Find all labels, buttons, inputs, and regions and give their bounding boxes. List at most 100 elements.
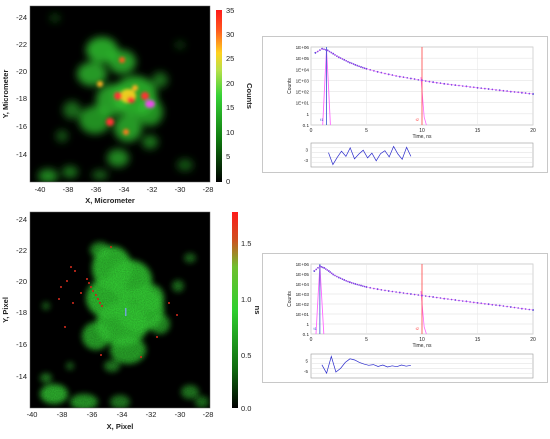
x-tick-label: 20 [530,337,536,343]
x-tick: -28 [203,410,214,419]
decay-chart-bottom: 1E+06 1E+05 1E+04 1E+03 1E+02 1E+01 1 0.10 5 10 15… [287,262,536,379]
y-tick-label: 1E+06 [296,262,310,267]
colorbar-tick: 10 [226,128,234,137]
lifetime-cell-blobs [30,212,210,408]
residual-tick-label: -5 [304,369,308,374]
residual-line [328,145,412,166]
y-tick-label: 1E+02 [296,302,310,307]
y-tick-label: 1 [306,322,309,327]
y-tick-label: 1E+03 [296,292,310,297]
decay-panel-top: 1E+06 1E+05 1E+04 1E+03 1E+02 1E+01 1 0.1 0 5 10 15… [262,36,548,173]
x-tick-label: 20 [530,128,536,134]
y-tick-label: 0.1 [303,123,310,128]
decay-panel-bottom: 1E+06 1E+05 1E+04 1E+03 1E+02 1E+01 1 0.1 0 5 10 15… [262,253,548,383]
y-tick-label: 1E+03 [296,78,310,83]
x-tick-label: 5 [365,337,368,343]
y-tick: -24 [16,13,27,22]
intensity-x-label: X, Micrometer [85,196,135,205]
y-tick-label: 1E+05 [296,56,310,61]
y-tick: -16 [16,340,27,349]
x-tick-label: 10 [419,337,425,343]
colorbar-tick: 25 [226,54,234,63]
y-tick-label: 1E+01 [296,312,310,317]
y-tick: -14 [16,372,27,381]
x-tick: -32 [146,410,157,419]
colorbar-tick: 0.0 [241,404,251,413]
x-tick: -38 [57,410,68,419]
decay-chart-top: 1E+06 1E+05 1E+04 1E+03 1E+02 1E+01 1 0.10 5 10 15… [287,45,536,168]
y-axis-label: Counts [287,78,293,94]
intensity-image-figure: -24 -22 -20 -18 -16 -14 -40 -38 -36 -34 … [1,5,254,205]
x-tick: -36 [87,410,98,419]
y-tick: -20 [16,67,27,76]
y-tick-label: 0.1 [303,332,310,337]
y-tick-label: 1E+06 [296,45,310,50]
colorbar-tick: 30 [226,30,234,39]
x-tick: -34 [117,410,128,419]
x-axis-label: Time, ns [413,343,432,349]
colorbar-tick: 1.0 [241,295,251,304]
x-tick-label: 15 [475,128,481,134]
x-tick: -38 [63,185,74,194]
y-tick: -14 [16,150,27,159]
x-tick-label: 5 [365,128,368,134]
y-tick: -16 [16,122,27,131]
x-tick-label: 0 [310,337,313,343]
x-tick: -40 [35,185,46,194]
colorbar-tick: 1.5 [241,239,251,248]
lifetime-y-ticks: -24 -22 -20 -18 -16 -14 [16,215,27,381]
intensity-colorbar [216,10,222,182]
intensity-y-ticks: -24 -22 -20 -18 -16 -14 [16,13,27,159]
x-tick: -32 [147,185,158,194]
y-tick-label: 1E+04 [296,282,310,287]
lifetime-colorbar-label: ns [253,306,260,315]
residual-tick-label: -3 [304,158,308,163]
y-tick: -20 [16,277,27,286]
y-tick-label: 1E+04 [296,67,310,72]
x-tick: -30 [175,410,186,419]
lifetime-x-label: X, Pixel [107,422,134,431]
intensity-colorbar-ticks: 35 30 25 20 15 10 5 0 [226,6,234,186]
colorbar-tick: 15 [226,103,234,112]
residual-tick-label: 3 [305,147,308,152]
intensity-image-panel: -24 -22 -20 -18 -16 -14 -40 -38 -36 -34 … [0,0,260,205]
lifetime-colorbar-ticks: 1.5 1.0 0.5 0.0 [241,239,251,413]
y-tick-label: 1E+05 [296,272,310,277]
x-tick: -36 [91,185,102,194]
x-tick: -28 [203,185,214,194]
x-tick: -40 [27,410,38,419]
y-tick-label: 1 [306,112,309,117]
y-axis-label: Counts [287,291,293,307]
y-tick: -22 [16,246,27,255]
fit-curve [314,265,534,311]
residual-line [321,355,411,375]
lifetime-y-label: Y, Pixel [1,297,10,323]
time-marker-label: t2 [416,326,420,331]
x-tick-label: 10 [419,128,425,134]
y-tick: -18 [16,308,27,317]
lifetime-colorbar [232,212,238,408]
x-axis-label: Time, ns [413,134,432,140]
y-tick: -22 [16,40,27,49]
time-marker-label: t1 [314,326,318,331]
y-tick: -24 [16,215,27,224]
residual-tick-label: 5 [305,358,308,363]
time-marker-label: t2 [416,117,420,122]
colorbar-tick: 35 [226,6,234,15]
colorbar-tick: 5 [226,152,230,161]
residual-area [310,142,534,168]
colorbar-tick: 0.5 [241,351,251,360]
x-tick: -30 [175,185,186,194]
y-tick-label: 1E+02 [296,90,310,95]
x-tick: -34 [119,185,130,194]
x-tick-label: 15 [475,337,481,343]
lifetime-image-panel: -24 -22 -20 -18 -16 -14 -40 -38 -36 -34 … [0,206,262,434]
intensity-cell-blobs [38,14,193,182]
y-tick: -18 [16,94,27,103]
residual-area [310,353,534,379]
colorbar-tick: 20 [226,79,234,88]
y-tick-label: 1E+01 [296,101,310,106]
time-marker-label: t1 [320,117,324,122]
intensity-x-ticks: -40 -38 -36 -34 -32 -30 -28 [35,185,214,194]
lifetime-x-ticks: -40 -38 -36 -34 -32 -30 -28 [27,410,214,419]
